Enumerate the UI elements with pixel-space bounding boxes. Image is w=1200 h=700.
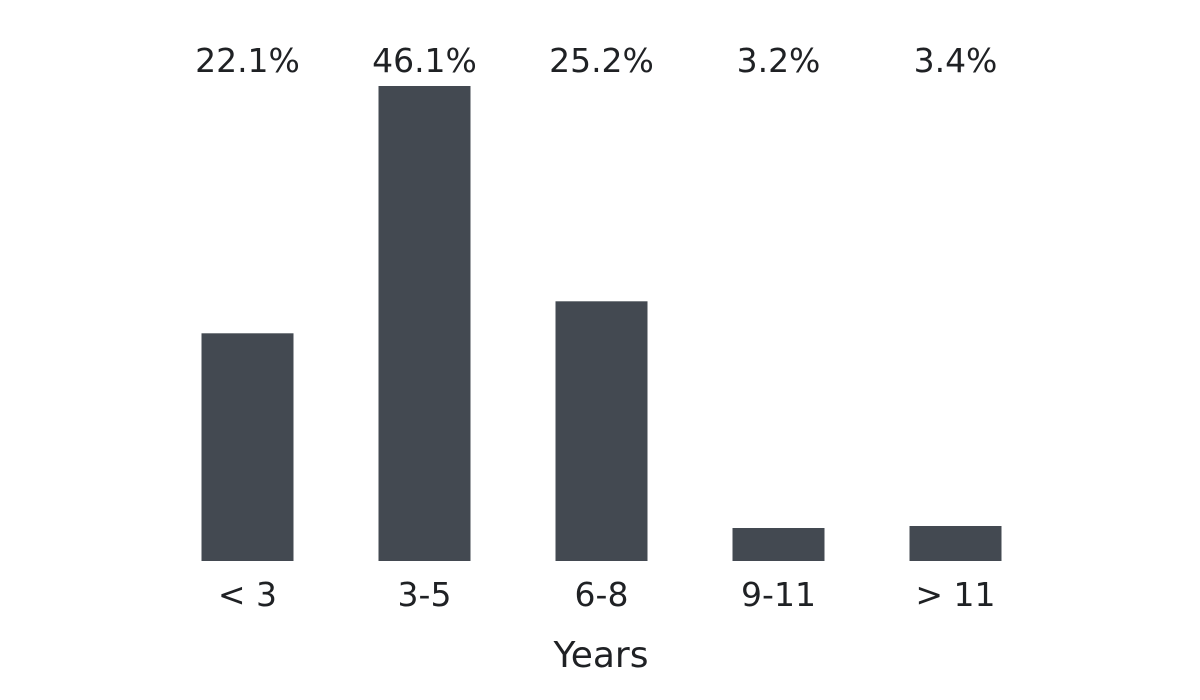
bar-value-label: 25.2%: [549, 41, 654, 80]
category-tick-label: 9-11: [741, 575, 816, 614]
bar-value-label: 22.1%: [195, 41, 300, 80]
category-tick-label: > 11: [915, 575, 995, 614]
bar: [201, 333, 294, 561]
bar-value-label: 3.2%: [737, 41, 821, 80]
bar-value-label: 3.4%: [914, 41, 998, 80]
category-labels-group: < 3 3-5 6-8 9-11 > 11: [218, 575, 996, 614]
x-axis-title: Years: [553, 635, 649, 676]
category-tick-label: 6-8: [575, 575, 629, 614]
bar: [909, 526, 1002, 561]
category-tick-label: 3-5: [398, 575, 452, 614]
bar: [732, 528, 825, 561]
bars-group: [201, 86, 1002, 561]
value-labels-group: 22.1% 46.1% 25.2% 3.2% 3.4%: [195, 41, 997, 80]
bar-value-label: 46.1%: [372, 41, 477, 80]
category-tick-label: < 3: [218, 575, 277, 614]
bar: [378, 86, 471, 561]
bar: [555, 301, 648, 561]
